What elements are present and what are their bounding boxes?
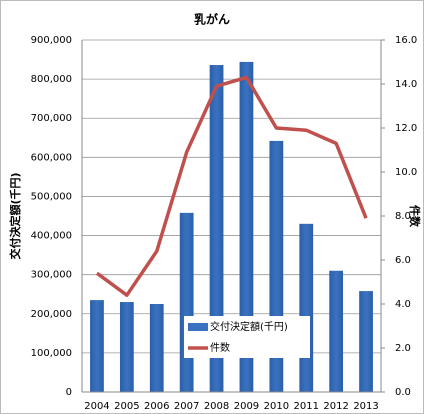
y2-tick-label: 14.0 (395, 79, 417, 90)
y2-tick-label: 10.0 (395, 167, 417, 178)
x-tick-label: 2008 (204, 401, 229, 412)
y-tick-label: 800,000 (31, 74, 72, 85)
y2-tick-label: 12.0 (395, 123, 417, 134)
bar (359, 291, 373, 392)
x-tick-label: 2012 (323, 401, 348, 412)
x-tick-label: 2006 (144, 401, 169, 412)
y2-tick-label: 2.0 (395, 343, 411, 354)
y2-tick-label: 0.0 (395, 387, 411, 398)
legend-swatch (188, 323, 208, 331)
bar (119, 302, 134, 392)
y2-tick-label: 6.0 (395, 255, 411, 266)
bar (90, 300, 104, 392)
y-tick-label: 200,000 (31, 309, 72, 320)
chart-title: 乳がん (194, 12, 230, 27)
y-tick-label: 100,000 (31, 348, 72, 359)
y-tick-label: 0 (66, 387, 72, 398)
y2-tick-label: 8.0 (395, 211, 411, 222)
x-tick-label: 2010 (264, 401, 289, 412)
bar (209, 65, 224, 392)
x-tick-label: 2009 (234, 401, 259, 412)
y2-tick-label: 4.0 (395, 299, 411, 310)
bar (179, 212, 194, 392)
legend-label: 件数 (210, 341, 230, 354)
legend-label: 交付決定額(千円) (210, 320, 288, 333)
y2-axis-title: 件数 (408, 205, 422, 228)
x-tick-label: 2011 (294, 401, 319, 412)
x-tick-label: 2007 (174, 401, 199, 412)
bar (239, 61, 254, 392)
y-tick-label: 700,000 (31, 113, 72, 124)
line (95, 75, 368, 297)
y-tick-label: 300,000 (31, 270, 72, 281)
y-tick-label: 400,000 (31, 231, 72, 242)
x-tick-label: 2013 (353, 401, 378, 412)
y-axis-title: 交付決定額(千円) (8, 172, 22, 259)
bar (299, 223, 314, 392)
y-tick-label: 600,000 (31, 152, 72, 163)
x-tick-label: 2005 (114, 401, 139, 412)
y-tick-label: 500,000 (31, 191, 72, 202)
x-tick-label: 2004 (84, 401, 109, 412)
y2-tick-label: 16.0 (395, 35, 417, 46)
bar (149, 304, 164, 392)
y-tick-label: 900,000 (31, 35, 72, 46)
bar (329, 270, 344, 392)
